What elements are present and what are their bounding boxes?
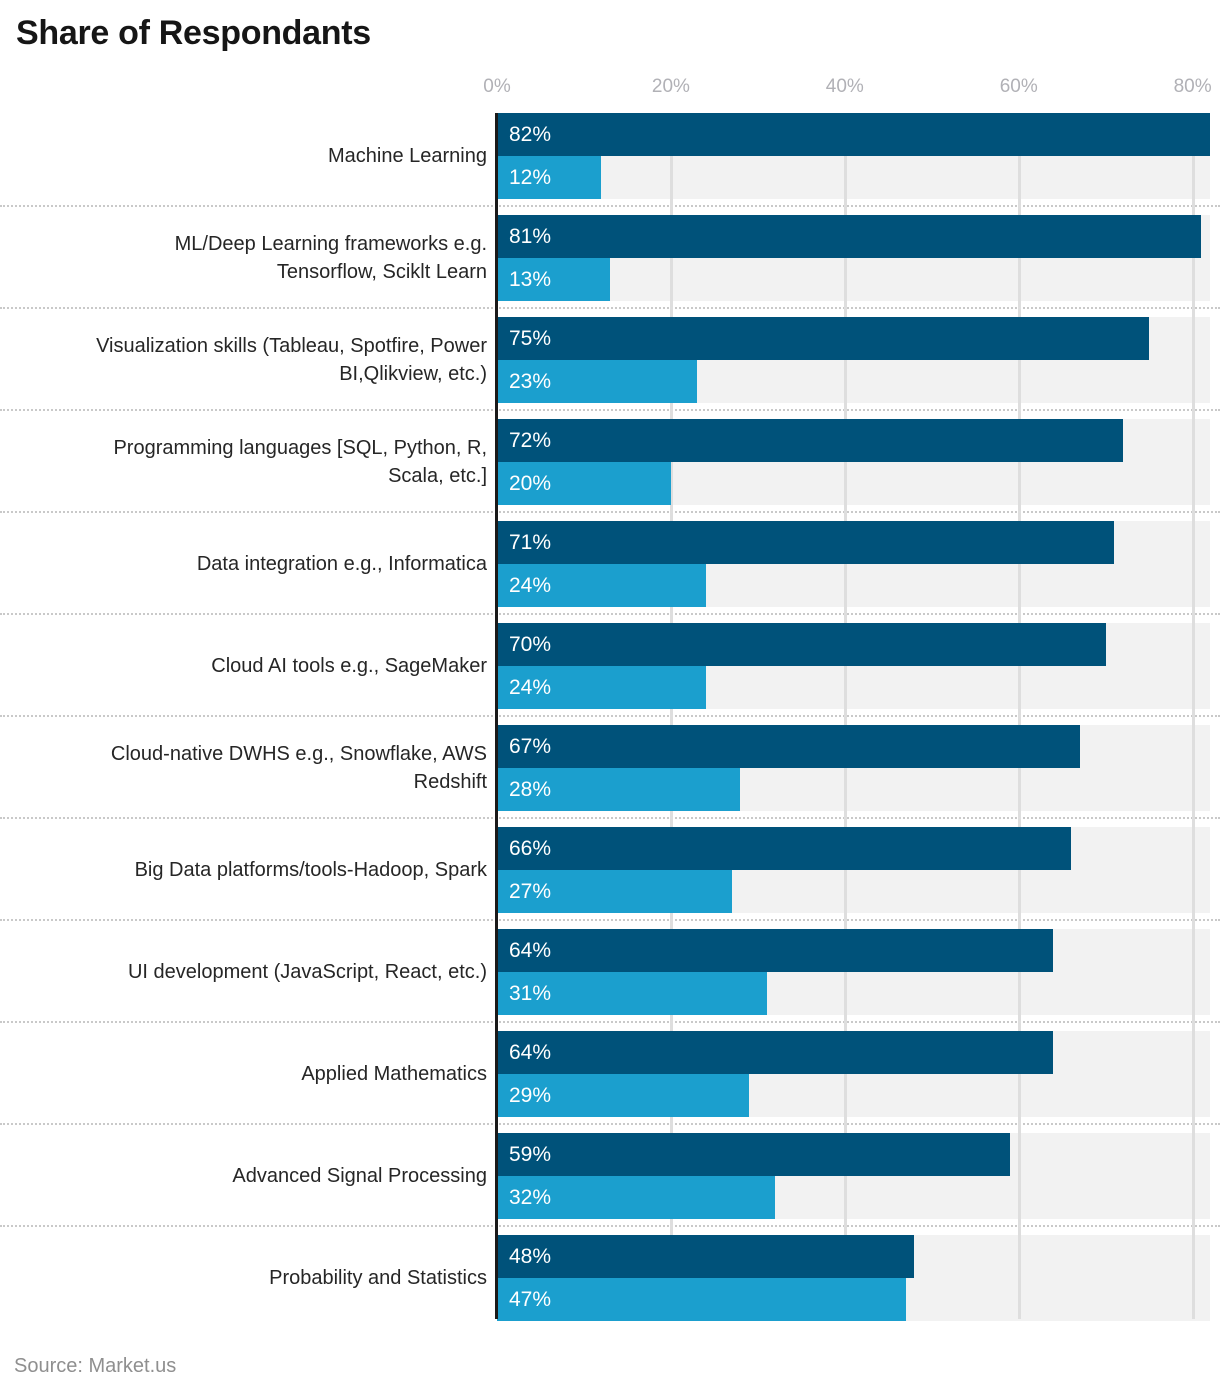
row-separator [0,715,1220,717]
bar-primary: 67% [497,725,1080,768]
bar-secondary: 31% [497,972,767,1015]
category-label: Data integration e.g., Informatica [196,553,487,575]
bar-value-label: 71% [509,530,552,554]
bar-secondary: 47% [497,1278,906,1321]
category-label: Big Data platforms/tools-Hadoop, Spark [134,859,487,881]
bar-secondary: 29% [497,1074,750,1117]
category-label: Cloud AI tools e.g., SageMaker [211,655,487,677]
category-label: Probability and Statistics [269,1267,487,1289]
bar-value-label: 20% [509,471,552,495]
y-axis-line [495,113,498,1319]
bar-value-label: 64% [509,938,552,962]
row-separator [0,307,1220,309]
bar-primary: 66% [497,827,1071,870]
bar-value-label: 72% [509,428,552,452]
row-separator [0,1021,1220,1023]
category-row: Applied Mathematics 64% 29% [0,1031,1220,1133]
bar-value-label: 27% [509,879,552,903]
x-axis-tick-label: 80% [1173,76,1212,97]
gridline [1017,113,1021,1319]
row-separator [0,1225,1220,1227]
bar-primary: 59% [497,1133,1010,1176]
gridline [1191,113,1195,1319]
bar-primary: 64% [497,1031,1054,1074]
bar-value-label: 28% [509,777,552,801]
bar-primary: 81% [497,215,1202,258]
bar-value-label: 23% [509,369,552,393]
bar-primary: 82% [497,113,1210,156]
source-note: Source: Market.us [14,1355,177,1377]
row-separator [0,409,1220,411]
bar-primary: 75% [497,317,1150,360]
bar-value-label: 13% [509,267,552,291]
category-label: Machine Learning [328,145,487,167]
bar-value-label: 31% [509,981,552,1005]
row-separator [0,613,1220,615]
bar-value-label: 24% [509,573,552,597]
category-row: ML/Deep Learning frameworks e.g. Tensorf… [0,215,1220,317]
bar-value-label: 32% [509,1185,552,1209]
bar-value-label: 70% [509,632,552,656]
category-row: Visualization skills (Tableau, Spotfire,… [0,317,1220,419]
bar-value-label: 75% [509,326,552,350]
bar-secondary: 23% [497,360,697,403]
bar-primary: 71% [497,521,1115,564]
category-label: Applied Mathematics [301,1063,487,1085]
x-axis-tick-label: 60% [999,76,1038,97]
category-label: Programming languages [SQL, Python, R, S… [113,437,487,487]
bar-value-label: 29% [509,1083,552,1107]
category-row: Programming languages [SQL, Python, R, S… [0,419,1220,521]
gridline [669,113,673,1319]
bar-value-label: 48% [509,1244,552,1268]
bar-secondary: 27% [497,870,732,913]
bar-secondary: 12% [497,156,602,199]
row-separator [0,1123,1220,1125]
category-row: Advanced Signal Processing 59% 32% [0,1133,1220,1235]
category-row: Probability and Statistics 48% 47% [0,1235,1220,1337]
bar-secondary: 24% [497,666,706,709]
gridline [843,113,847,1319]
category-row: Cloud-native DWHS e.g., Snowflake, AWS R… [0,725,1220,827]
bar-chart: Machine Learning 82% 12% ML/Deep Learning f… [0,113,1220,1321]
category-label: ML/Deep Learning frameworks e.g. Tensorf… [174,233,487,283]
bar-secondary: 32% [497,1176,776,1219]
bar-secondary: 20% [497,462,671,505]
bar-value-label: 67% [509,734,552,758]
category-row: Cloud AI tools e.g., SageMaker 70% 24% [0,623,1220,725]
bar-value-label: 59% [509,1142,552,1166]
bar-primary: 70% [497,623,1106,666]
bar-primary: 64% [497,929,1054,972]
bar-value-label: 12% [509,165,552,189]
bar-secondary: 13% [497,258,611,301]
category-label: Cloud-native DWHS e.g., Snowflake, AWS R… [110,743,487,793]
category-label: Advanced Signal Processing [232,1165,487,1187]
category-row: Machine Learning 82% 12% [0,113,1220,215]
bar-value-label: 47% [509,1287,552,1311]
category-row: UI development (JavaScript, React, etc.)… [0,929,1220,1031]
x-axis-tick-label: 20% [651,76,690,97]
bar-primary: 48% [497,1235,915,1278]
category-row: Big Data platforms/tools-Hadoop, Spark 66… [0,827,1220,929]
bar-value-label: 82% [509,122,552,146]
bar-value-label: 66% [509,836,552,860]
category-label: UI development (JavaScript, React, etc.) [127,961,487,983]
bar-primary: 72% [497,419,1124,462]
chart-title: Share of Respondants [16,14,371,52]
row-separator [0,205,1220,207]
row-separator [0,817,1220,819]
bar-secondary: 24% [497,564,706,607]
category-label: Visualization skills (Tableau, Spotfire,… [96,335,487,385]
x-axis: 0% 20% 40% 60% 80% [0,76,1220,104]
category-row: Data integration e.g., Informatica 71% 24% [0,521,1220,623]
bar-secondary: 28% [497,768,741,811]
bar-value-label: 24% [509,675,552,699]
bar-value-label: 81% [509,224,552,248]
row-separator [0,511,1220,513]
x-axis-tick-label: 40% [825,76,864,97]
x-axis-tick-label: 0% [483,76,511,97]
row-separator [0,919,1220,921]
bar-value-label: 64% [509,1040,552,1064]
